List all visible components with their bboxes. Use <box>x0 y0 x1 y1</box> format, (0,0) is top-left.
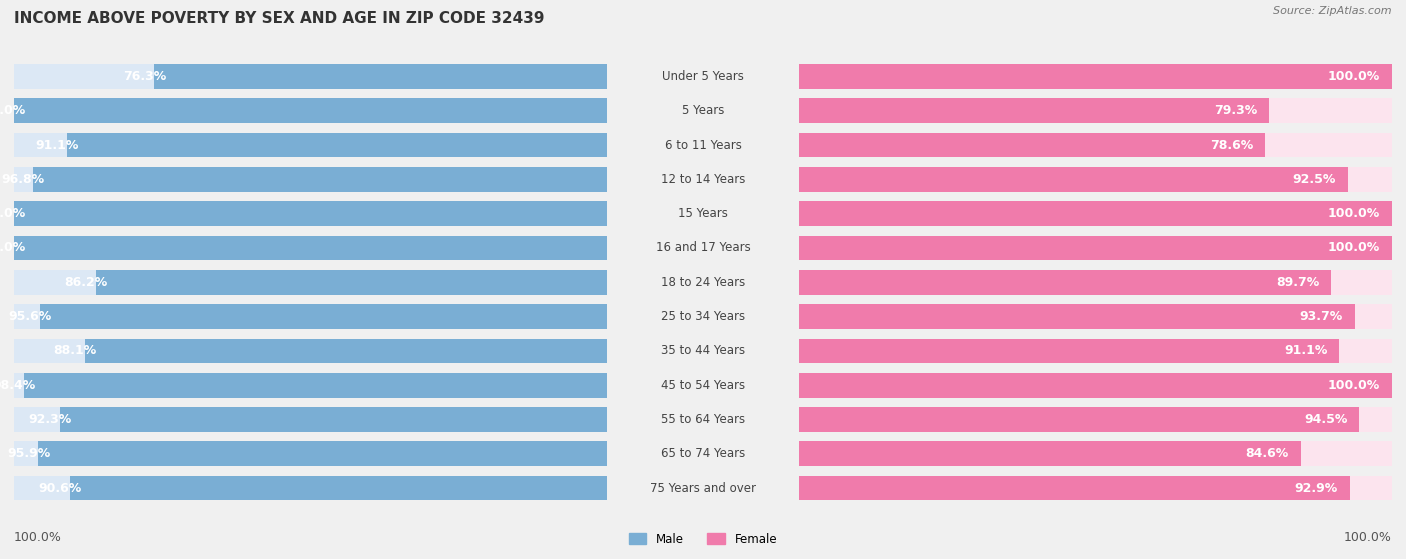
Bar <box>800 476 1392 500</box>
Text: 12 to 14 Years: 12 to 14 Years <box>661 173 745 186</box>
Bar <box>800 201 1392 226</box>
Bar <box>800 167 1392 192</box>
Text: 96.8%: 96.8% <box>1 173 45 186</box>
Bar <box>14 476 606 500</box>
Text: 100.0%: 100.0% <box>14 531 62 544</box>
Text: Source: ZipAtlas.com: Source: ZipAtlas.com <box>1274 6 1392 16</box>
Text: 89.7%: 89.7% <box>1275 276 1319 289</box>
Bar <box>800 476 1350 500</box>
Bar <box>96 270 606 295</box>
Bar <box>14 167 606 192</box>
Text: 25 to 34 Years: 25 to 34 Years <box>661 310 745 323</box>
Bar <box>14 64 606 89</box>
Text: 79.3%: 79.3% <box>1215 105 1257 117</box>
Bar <box>67 132 606 158</box>
Bar <box>800 442 1392 466</box>
Bar <box>800 304 1354 329</box>
Bar <box>14 407 606 432</box>
Text: 100.0%: 100.0% <box>1327 241 1381 254</box>
Text: 16 and 17 Years: 16 and 17 Years <box>655 241 751 254</box>
Text: 92.3%: 92.3% <box>28 413 72 426</box>
Bar <box>800 98 1270 123</box>
Bar <box>14 98 606 123</box>
Text: 76.3%: 76.3% <box>124 70 166 83</box>
Bar <box>14 98 606 123</box>
Bar <box>24 373 606 397</box>
Bar <box>800 442 1301 466</box>
Text: 92.9%: 92.9% <box>1295 482 1339 495</box>
Bar <box>14 304 606 329</box>
Text: 94.5%: 94.5% <box>1305 413 1347 426</box>
Bar <box>14 270 606 295</box>
Text: 100.0%: 100.0% <box>0 241 25 254</box>
Bar <box>800 236 1392 260</box>
Text: 95.9%: 95.9% <box>7 447 51 460</box>
Bar <box>800 167 1347 192</box>
Bar <box>14 373 606 397</box>
Legend: Male, Female: Male, Female <box>624 528 782 550</box>
Bar <box>800 339 1339 363</box>
Text: 86.2%: 86.2% <box>65 276 108 289</box>
Text: 100.0%: 100.0% <box>1327 207 1381 220</box>
Text: 65 to 74 Years: 65 to 74 Years <box>661 447 745 460</box>
Text: 100.0%: 100.0% <box>1344 531 1392 544</box>
Bar <box>14 442 606 466</box>
Bar <box>14 236 606 260</box>
Bar <box>800 64 1392 89</box>
Text: 6 to 11 Years: 6 to 11 Years <box>665 139 741 151</box>
Text: 98.4%: 98.4% <box>0 378 35 392</box>
Bar <box>800 270 1331 295</box>
Bar <box>70 476 606 500</box>
Text: 100.0%: 100.0% <box>0 207 25 220</box>
Bar <box>800 270 1392 295</box>
Bar <box>155 64 606 89</box>
Text: 100.0%: 100.0% <box>1327 70 1381 83</box>
Text: 91.1%: 91.1% <box>35 139 79 151</box>
Text: INCOME ABOVE POVERTY BY SEX AND AGE IN ZIP CODE 32439: INCOME ABOVE POVERTY BY SEX AND AGE IN Z… <box>14 11 544 26</box>
Text: 100.0%: 100.0% <box>1327 378 1381 392</box>
Bar <box>800 98 1392 123</box>
Text: Under 5 Years: Under 5 Years <box>662 70 744 83</box>
Bar <box>800 373 1392 397</box>
Text: 55 to 64 Years: 55 to 64 Years <box>661 413 745 426</box>
Bar <box>41 304 606 329</box>
Text: 45 to 54 Years: 45 to 54 Years <box>661 378 745 392</box>
Text: 5 Years: 5 Years <box>682 105 724 117</box>
Text: 100.0%: 100.0% <box>0 105 25 117</box>
Bar <box>800 339 1392 363</box>
Bar <box>800 201 1392 226</box>
Bar <box>14 201 606 226</box>
Bar <box>800 132 1392 158</box>
Bar <box>14 339 606 363</box>
Text: 95.6%: 95.6% <box>8 310 52 323</box>
Bar <box>32 167 606 192</box>
Bar <box>800 407 1392 432</box>
Bar <box>800 236 1392 260</box>
Text: 18 to 24 Years: 18 to 24 Years <box>661 276 745 289</box>
Text: 78.6%: 78.6% <box>1211 139 1253 151</box>
Bar <box>38 442 606 466</box>
Bar <box>800 304 1392 329</box>
Bar <box>800 132 1265 158</box>
Text: 15 Years: 15 Years <box>678 207 728 220</box>
Bar <box>84 339 606 363</box>
Text: 88.1%: 88.1% <box>53 344 97 357</box>
Bar <box>800 64 1392 89</box>
Bar <box>800 373 1392 397</box>
Bar <box>14 132 606 158</box>
Text: 90.6%: 90.6% <box>38 482 82 495</box>
Bar <box>800 407 1360 432</box>
Text: 75 Years and over: 75 Years and over <box>650 482 756 495</box>
Text: 35 to 44 Years: 35 to 44 Years <box>661 344 745 357</box>
Text: 91.1%: 91.1% <box>1284 344 1327 357</box>
Text: 93.7%: 93.7% <box>1299 310 1343 323</box>
Bar <box>14 236 606 260</box>
Text: 84.6%: 84.6% <box>1246 447 1289 460</box>
Text: 92.5%: 92.5% <box>1292 173 1336 186</box>
Bar <box>14 201 606 226</box>
Bar <box>59 407 606 432</box>
